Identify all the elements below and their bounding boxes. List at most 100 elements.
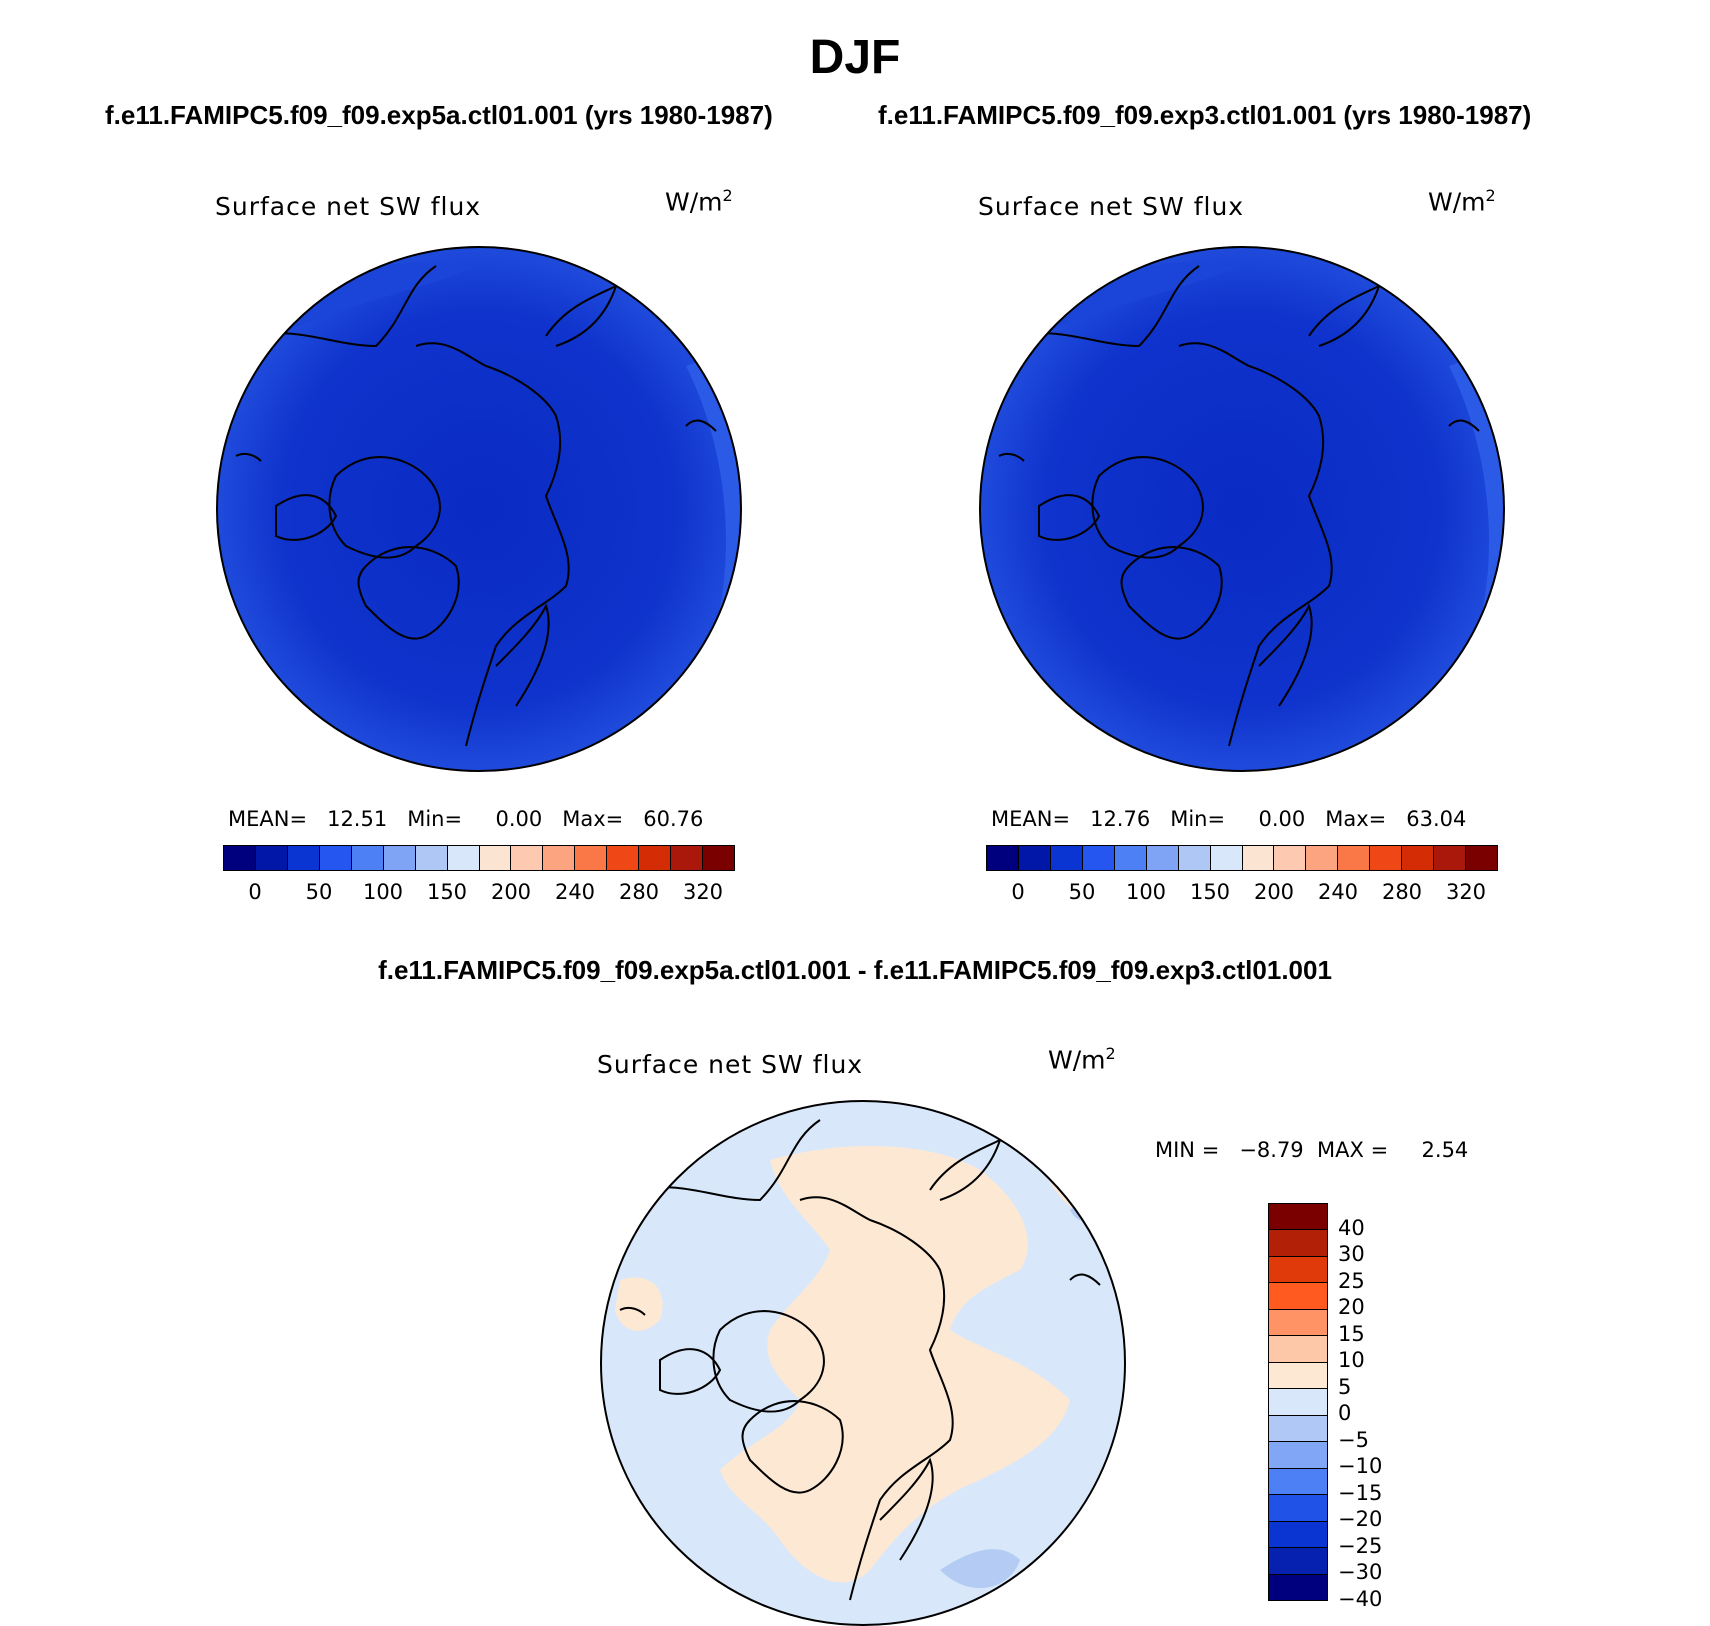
panel-a-colorbar-tick-label: 320 [682, 880, 724, 904]
panel-b-colorbar-swatch [1466, 846, 1497, 870]
diff-colorbar-tick-label: 25 [1338, 1268, 1365, 1293]
panel-a-colorbar-labels: 0 50 100 150 200 240 280 320 [223, 880, 735, 910]
panel-a-colorbar-swatch [479, 846, 512, 870]
case-a-title: f.e11.FAMIPC5.f09_f09.exp5a.ctl01.001 (y… [105, 100, 773, 130]
panel-b-colorbar [986, 845, 1498, 871]
diff-colorbar [1268, 1203, 1328, 1601]
panel-a-colorbar-tick-label: 50 [305, 880, 333, 904]
panel-a-polar-map [216, 246, 742, 772]
diff-variable: Surface net SW flux [597, 1050, 864, 1079]
panel-b-colorbar-swatch [1274, 846, 1307, 870]
diff-colorbar-labels: 40 30 25 20 15 10 5 0 −5 −10 −15 −20 −25 −30 −40 [1338, 1203, 1438, 1611]
diff-coastlines [619, 1119, 1101, 1601]
diff-colorbar-tick-label: −25 [1338, 1533, 1383, 1558]
panel-b-colorbar-swatch [1402, 846, 1435, 870]
panel-a-colorbar-swatch [319, 846, 352, 870]
panel-b-polar-map [979, 246, 1505, 772]
diff-colorbar-tick-label: 15 [1338, 1321, 1365, 1346]
panel-a-colorbar-swatch [607, 846, 640, 870]
diff-colorbar-swatch [1269, 1256, 1327, 1284]
diff-colorbar-swatch [1269, 1521, 1327, 1549]
panel-a-colorbar-swatch [543, 846, 576, 870]
panel-a-colorbar-swatch [703, 846, 734, 870]
panel-b-colorbar-tick-label: 100 [1125, 880, 1167, 904]
diff-colorbar-tick-label: −10 [1338, 1454, 1383, 1479]
panel-a-colorbar-tick-label: 280 [618, 880, 660, 904]
diff-colorbar-swatch [1269, 1389, 1327, 1416]
panel-a-colorbar-swatch [255, 846, 288, 870]
panel-b-colorbar-swatch [987, 846, 1019, 870]
panel-b-colorbar-tick-label: 50 [1068, 880, 1096, 904]
panel-b-colorbar-swatch [1370, 846, 1403, 870]
panel-a-stats: MEAN= 12.51 Min= 0.00 Max= 60.76 [228, 807, 704, 831]
panel-b-colorbar-tick-label: 280 [1381, 880, 1423, 904]
panel-b-colorbar-swatch [1210, 846, 1243, 870]
panel-b-coastlines [998, 265, 1480, 747]
diff-colorbar-tick-label: 0 [1338, 1401, 1352, 1426]
panel-a-colorbar-tick-label: 100 [362, 880, 404, 904]
difference-title: f.e11.FAMIPC5.f09_f09.exp5a.ctl01.001 - … [378, 955, 1332, 985]
season-title: DJF [809, 31, 901, 84]
diff-colorbar-tick-label: −15 [1338, 1480, 1383, 1505]
panel-b-colorbar-swatch [1018, 846, 1051, 870]
diff-polar-map [600, 1100, 1126, 1626]
diff-colorbar-swatch [1269, 1336, 1327, 1363]
panel-a-colorbar-swatch [447, 846, 480, 870]
panel-a-colorbar [223, 845, 735, 871]
panel-b-colorbar-tick-label: 150 [1189, 880, 1231, 904]
diff-colorbar-tick-label: −30 [1338, 1560, 1383, 1585]
panel-a-colorbar-swatch [575, 846, 608, 870]
panel-a-colorbar-swatch [287, 846, 320, 870]
panel-b-colorbar-tick-label: 200 [1253, 880, 1295, 904]
panel-b-colorbar-tick-label: 0 [1011, 880, 1025, 904]
diff-strong-negative-region [940, 1549, 1020, 1589]
diff-colorbar-swatch [1269, 1204, 1327, 1231]
diff-colorbar-swatch [1269, 1442, 1327, 1469]
panel-a-colorbar-swatch [671, 846, 704, 870]
diff-colorbar-swatch [1269, 1468, 1327, 1496]
diff-colorbar-tick-label: 20 [1338, 1295, 1365, 1320]
diff-field-positive [720, 1146, 1070, 1583]
diff-colorbar-tick-label: −5 [1338, 1427, 1369, 1452]
diff-colorbar-swatch [1269, 1574, 1327, 1601]
panel-a-colorbar-tick-label: 0 [248, 880, 262, 904]
panel-a-colorbar-swatch [415, 846, 448, 870]
diff-colorbar-swatch [1269, 1548, 1327, 1575]
panel-a-colorbar-swatch [383, 846, 416, 870]
panel-a-colorbar-tick-label: 200 [490, 880, 532, 904]
panel-b-colorbar-labels: 0 50 100 150 200 240 280 320 [986, 880, 1498, 910]
diff-colorbar-swatch [1269, 1230, 1327, 1257]
panel-b-colorbar-swatch [1114, 846, 1147, 870]
panel-a-units: W/m2 [665, 186, 733, 217]
diff-colorbar-swatch [1269, 1415, 1327, 1443]
diff-colorbar-tick-label: −40 [1338, 1587, 1383, 1611]
case-b-title: f.e11.FAMIPC5.f09_f09.exp3.ctl01.001 (yr… [878, 100, 1532, 130]
panel-b-colorbar-swatch [1242, 846, 1275, 870]
panel-b-variable: Surface net SW flux [978, 192, 1245, 221]
panel-a-colorbar-swatch [351, 846, 384, 870]
diff-colorbar-tick-label: 30 [1338, 1242, 1365, 1267]
diff-colorbar-tick-label: −20 [1338, 1507, 1383, 1532]
diff-colorbar-swatch [1269, 1283, 1327, 1310]
panel-a-map-border [216, 246, 742, 772]
diff-colorbar-swatch [1269, 1362, 1327, 1390]
panel-b-stats: MEAN= 12.76 Min= 0.00 Max= 63.04 [991, 807, 1467, 831]
panel-b-colorbar-swatch [1050, 846, 1083, 870]
panel-b-colorbar-tick-label: 320 [1445, 880, 1487, 904]
diff-colorbar-swatch [1269, 1309, 1327, 1337]
panel-a-colorbar-tick-label: 240 [554, 880, 596, 904]
panel-a-colorbar-swatch [224, 846, 256, 870]
panel-b-colorbar-swatch [1338, 846, 1371, 870]
diff-colorbar-tick-label: 10 [1338, 1348, 1365, 1373]
diff-units: W/m2 [1048, 1044, 1116, 1075]
diff-colorbar-swatch [1269, 1495, 1327, 1522]
panel-b-map-border [979, 246, 1505, 772]
panel-a-variable: Surface net SW flux [215, 192, 482, 221]
panel-b-colorbar-swatch [1434, 846, 1467, 870]
diff-colorbar-tick-label: 40 [1338, 1215, 1365, 1240]
panel-b-colorbar-swatch [1306, 846, 1339, 870]
panel-a-colorbar-swatch [511, 846, 544, 870]
panel-b-colorbar-swatch [1082, 846, 1115, 870]
panel-b-colorbar-tick-label: 240 [1317, 880, 1359, 904]
panel-a-colorbar-tick-label: 150 [426, 880, 468, 904]
